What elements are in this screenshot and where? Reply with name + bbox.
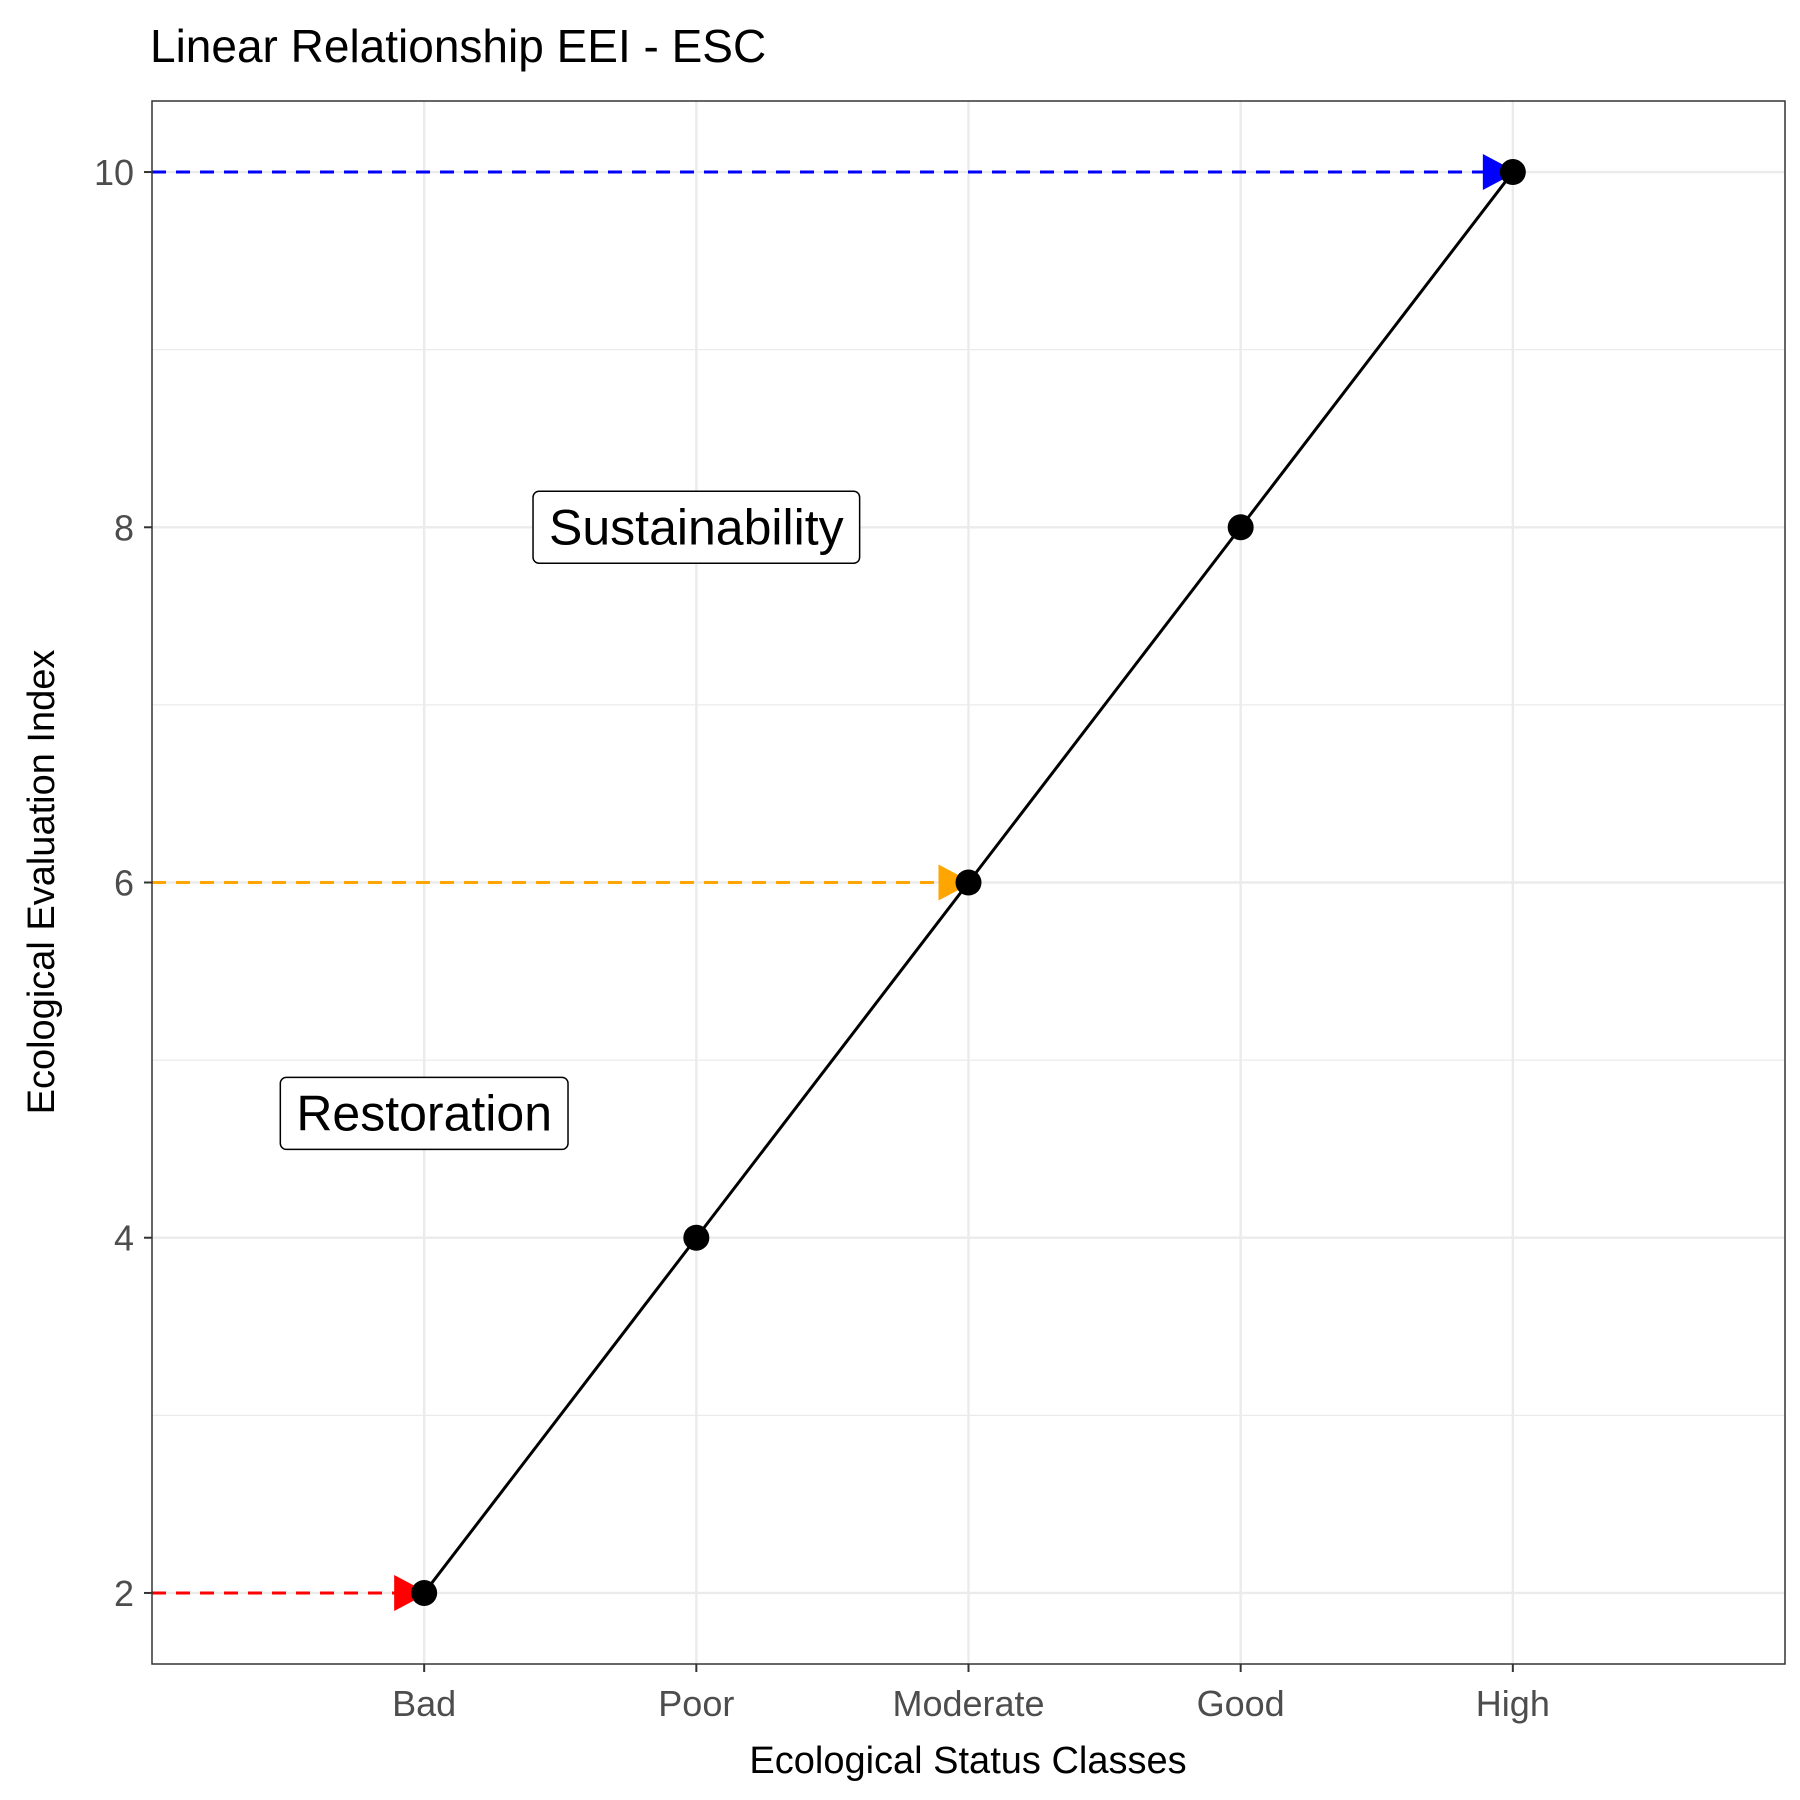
data-point	[955, 869, 982, 896]
x-axis-title: Ecological Status Classes	[749, 1740, 1186, 1782]
y-axis-title: Ecological Evaluation Index	[21, 650, 63, 1115]
y-tick-label: 2	[114, 1573, 134, 1614]
annotation-label: Sustainability	[532, 490, 861, 565]
y-tick-label: 6	[114, 863, 134, 904]
annotation-label: Restoration	[279, 1076, 569, 1151]
chart-title: Linear Relationship EEI - ESC	[150, 20, 766, 72]
x-tick-label: Good	[1197, 1683, 1285, 1724]
axes: 2 4 6 8 10 Bad Poor Moderate Good High	[94, 152, 1550, 1724]
annotation-box	[532, 490, 861, 565]
annotation-text: Restoration	[296, 1085, 552, 1141]
annotations: Sustainability Restoration	[279, 490, 861, 1151]
y-tick-label: 8	[114, 507, 134, 548]
annotation-box	[279, 1076, 569, 1151]
x-tick-label: Poor	[658, 1683, 734, 1724]
annotation-text: Sustainability	[549, 499, 844, 555]
data-point	[411, 1579, 438, 1606]
data-point	[1499, 159, 1526, 186]
data-point	[1227, 514, 1254, 541]
data-point	[683, 1224, 710, 1251]
y-tick-label: 10	[94, 152, 134, 193]
y-tick-label: 4	[114, 1218, 134, 1259]
series-layer	[411, 159, 1526, 1606]
x-tick-label: Moderate	[892, 1683, 1044, 1724]
x-tick-label: Bad	[392, 1683, 456, 1724]
x-tick-label: High	[1476, 1683, 1550, 1724]
